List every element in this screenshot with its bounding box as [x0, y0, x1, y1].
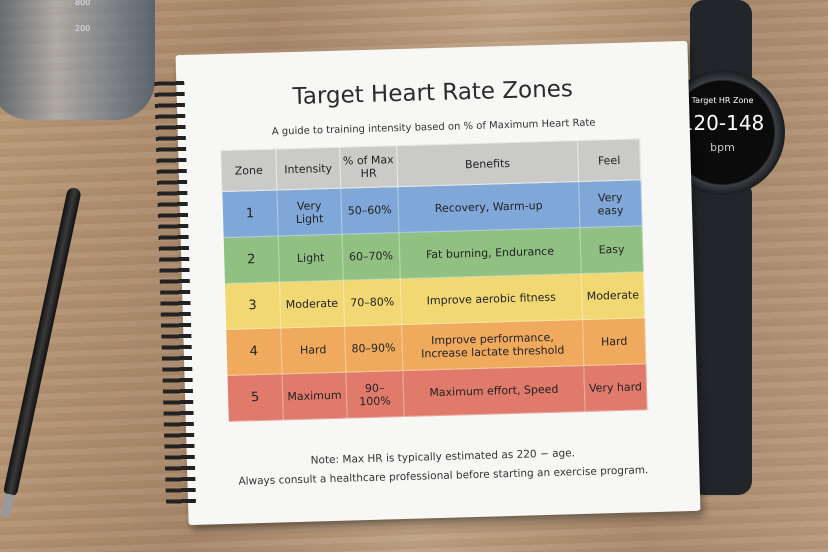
subtitle: A guide to training intensity based on %…: [271, 117, 596, 138]
cell: Light: [278, 234, 344, 282]
zones-table: Zone Intensity% of Max HR Benefits Feel 1 Ver…: [220, 138, 648, 422]
cell: Easy: [579, 225, 644, 274]
cell: Recovery, Warm-up: [397, 181, 580, 233]
cell: Improve performance, Increase lactate th…: [401, 319, 584, 371]
cell: Very hard: [583, 363, 648, 412]
watch-unit: bpm: [710, 141, 735, 154]
bottle-mark: 800: [75, 0, 91, 7]
cell: 80–90%: [344, 324, 403, 373]
cell: 90–100%: [345, 370, 404, 419]
watch-strap: [690, 180, 752, 495]
cell: 3: [224, 281, 281, 330]
note: Note: Max HR is typically estimated as 2…: [187, 441, 700, 493]
column-header: % of Max HR: [339, 145, 398, 189]
cell: Very Light: [276, 188, 342, 236]
bottle-mark: 200: [75, 24, 91, 33]
cell: 1: [221, 189, 279, 238]
water-bottle: 800 200: [0, 0, 155, 120]
cell: Very easy: [578, 179, 642, 228]
cell: Hard: [582, 317, 646, 366]
title: Target Heart Rate Zones: [292, 76, 574, 110]
cell: Moderate: [279, 280, 345, 328]
column-header: Benefits: [396, 140, 579, 187]
cell: Improve aerobic fitness: [400, 273, 583, 325]
cell: Maximum: [281, 372, 348, 420]
watch-label: Target HR Zone: [691, 96, 754, 105]
cell: 5: [226, 373, 284, 422]
notebook-page: Target Heart Rate Zones A guide to train…: [154, 40, 701, 526]
column-header: Feel: [577, 138, 641, 182]
cell: Hard: [280, 326, 346, 374]
cell: 70–80%: [343, 278, 402, 327]
cell: Moderate: [581, 271, 645, 320]
column-header: Intensity: [275, 147, 341, 190]
cell: 2: [223, 235, 280, 284]
cell: 4: [225, 327, 282, 376]
cell: Fat burning, Endurance: [398, 227, 582, 279]
cell: 60–70%: [341, 232, 401, 281]
cell: 50–60%: [340, 186, 399, 235]
watch-value: 120-148: [680, 111, 765, 135]
cell: Maximum effort, Speed: [402, 365, 586, 417]
column-header: Zone: [220, 148, 277, 192]
